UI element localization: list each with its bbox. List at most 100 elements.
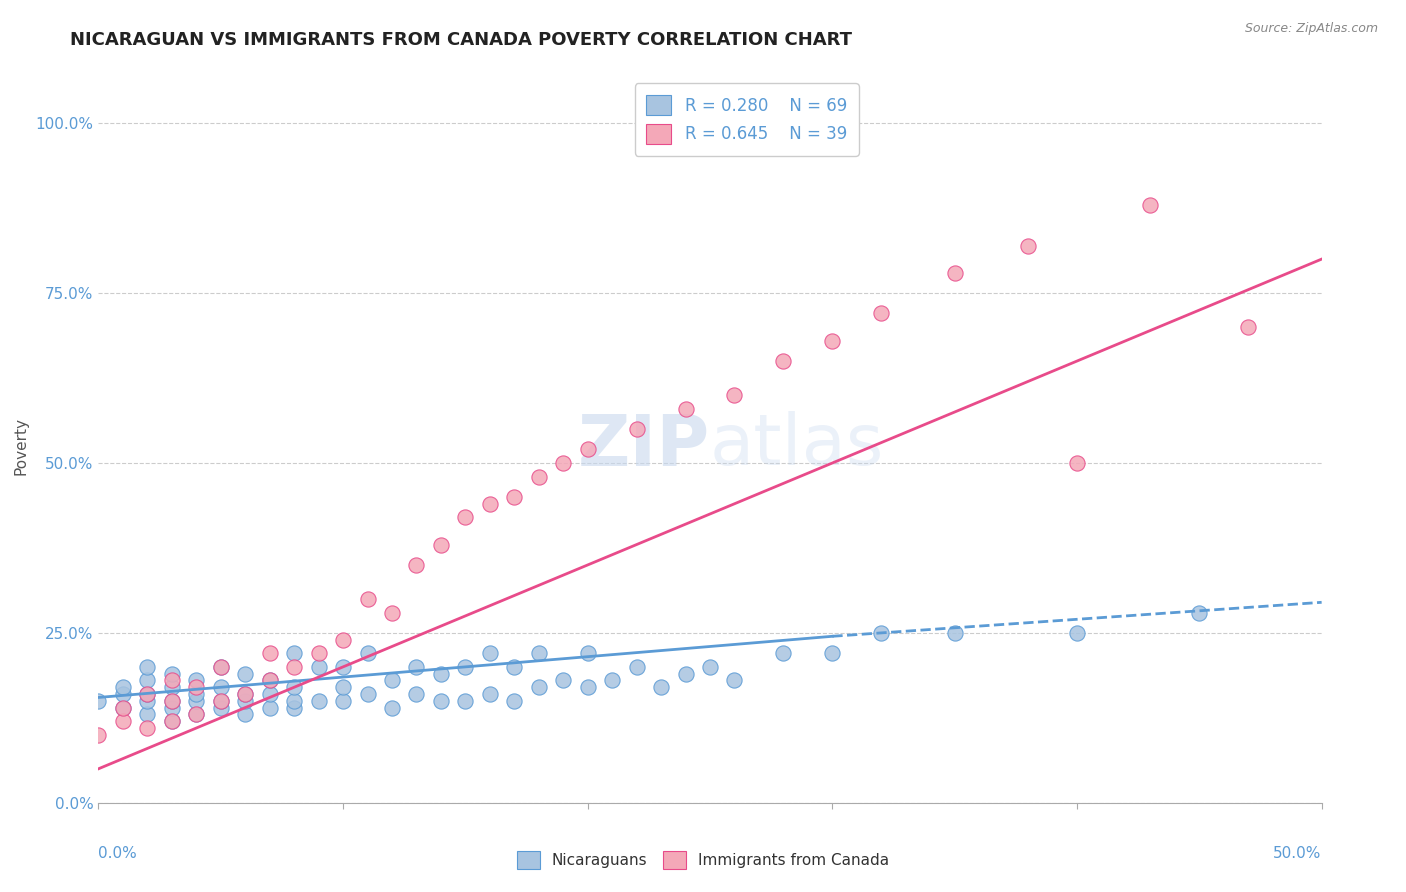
Point (209, 694, 232, 708)
Point (209, 660, 232, 674)
Point (259, 673, 281, 688)
Text: 50.0%: 50.0% (1274, 846, 1322, 861)
Point (527, 680, 550, 694)
Point (136, 673, 159, 688)
Point (160, 700, 183, 714)
Point (772, 646, 794, 660)
Point (430, 694, 453, 708)
Point (1139, 198, 1161, 212)
Point (381, 673, 404, 688)
Point (308, 646, 330, 660)
Point (111, 700, 134, 714)
Point (332, 680, 354, 694)
Point (332, 632, 354, 647)
Point (332, 694, 354, 708)
Point (111, 714, 134, 729)
Point (1066, 456, 1088, 470)
Point (209, 660, 232, 674)
Point (1237, 320, 1260, 334)
Point (186, 694, 208, 708)
Point (503, 490, 526, 504)
Point (209, 680, 232, 694)
Point (405, 558, 427, 572)
Point (356, 646, 378, 660)
Point (527, 469, 550, 483)
Point (186, 707, 208, 722)
Point (430, 666, 453, 681)
Point (576, 680, 599, 694)
Point (381, 700, 404, 714)
Point (553, 673, 575, 688)
Point (283, 680, 305, 694)
Point (136, 694, 159, 708)
Point (600, 673, 623, 688)
Point (259, 673, 281, 688)
Point (259, 700, 281, 714)
Text: 0.0%: 0.0% (98, 846, 138, 861)
Point (454, 510, 477, 524)
Point (723, 388, 745, 402)
Point (576, 442, 599, 457)
Point (478, 646, 501, 660)
Y-axis label: Poverty: Poverty (14, 417, 28, 475)
Point (821, 646, 844, 660)
Point (1188, 606, 1211, 620)
Point (136, 687, 159, 701)
Point (308, 660, 330, 674)
Point (233, 707, 256, 722)
Point (723, 673, 745, 688)
Point (870, 306, 893, 320)
Point (209, 700, 232, 714)
Point (160, 714, 183, 729)
Point (503, 694, 526, 708)
Point (553, 456, 575, 470)
Point (527, 646, 550, 660)
Point (111, 700, 134, 714)
Point (259, 646, 281, 660)
Point (1017, 238, 1039, 252)
Point (209, 694, 232, 708)
Point (283, 694, 305, 708)
Point (332, 660, 354, 674)
Point (111, 687, 134, 701)
Point (772, 354, 794, 368)
Legend: R = 0.280    N = 69, R = 0.645    N = 39: R = 0.280 N = 69, R = 0.645 N = 39 (634, 83, 859, 155)
Point (405, 687, 427, 701)
Point (283, 646, 305, 660)
Point (821, 334, 844, 348)
Point (233, 687, 256, 701)
Point (233, 687, 256, 701)
Legend: Nicaraguans, Immigrants from Canada: Nicaraguans, Immigrants from Canada (510, 845, 896, 875)
Point (626, 660, 648, 674)
Text: ZIP: ZIP (578, 411, 710, 481)
Point (186, 673, 208, 688)
Point (136, 721, 159, 735)
Point (160, 694, 183, 708)
Point (233, 666, 256, 681)
Point (87, 728, 110, 742)
Point (503, 660, 526, 674)
Point (160, 694, 183, 708)
Point (87, 694, 110, 708)
Point (259, 687, 281, 701)
Point (160, 666, 183, 681)
Point (111, 680, 134, 694)
Point (186, 707, 208, 722)
Point (650, 680, 672, 694)
Point (283, 700, 305, 714)
Point (136, 687, 159, 701)
Point (356, 687, 378, 701)
Point (626, 422, 648, 436)
Point (478, 687, 501, 701)
Point (308, 694, 330, 708)
Point (160, 673, 183, 688)
Point (430, 537, 453, 551)
Point (943, 626, 966, 640)
Point (136, 707, 159, 722)
Point (356, 591, 378, 606)
Point (186, 680, 208, 694)
Point (405, 660, 427, 674)
Point (675, 666, 697, 681)
Point (675, 401, 697, 416)
Point (454, 660, 477, 674)
